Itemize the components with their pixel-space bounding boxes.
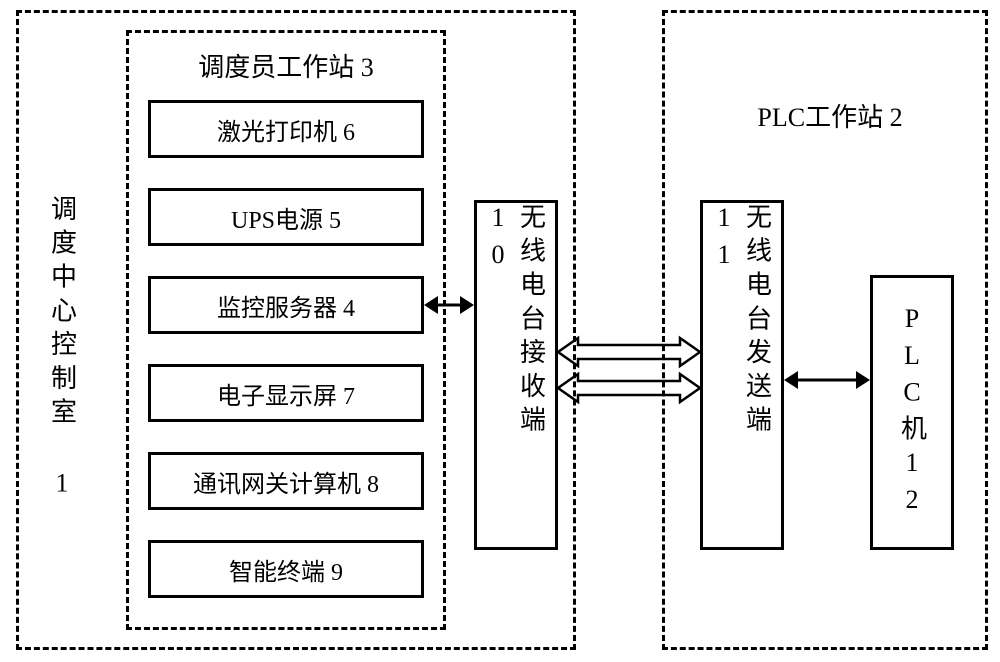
connections-svg [0,0,1000,662]
